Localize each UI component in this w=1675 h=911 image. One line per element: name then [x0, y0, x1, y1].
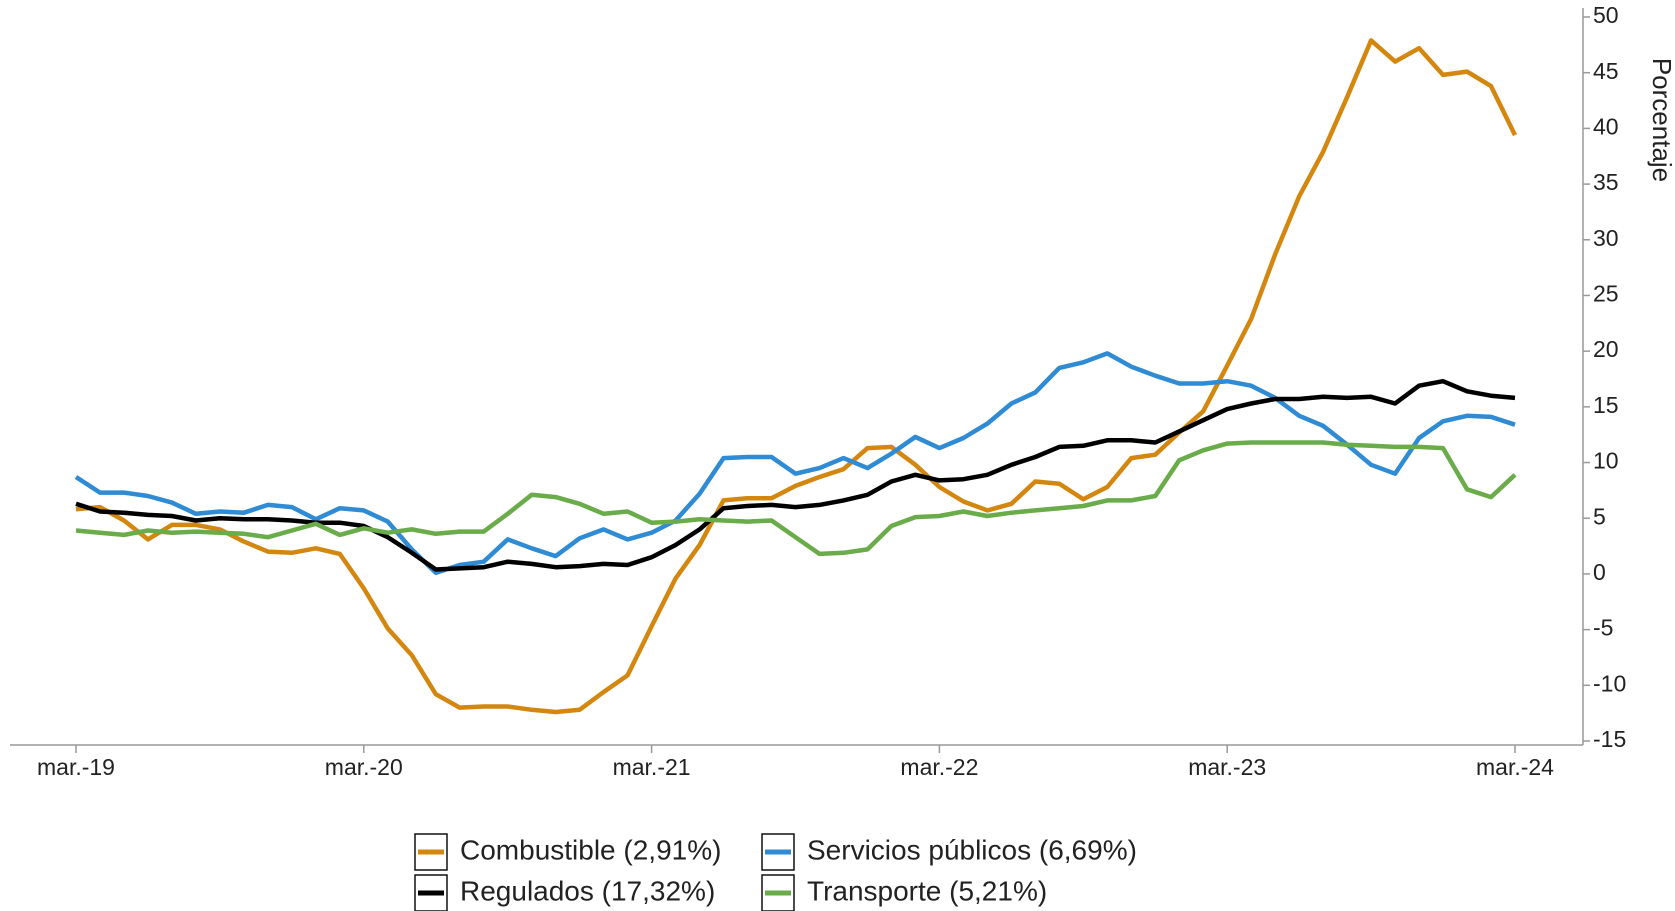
y-tick-label: 0: [1593, 559, 1606, 585]
y-tick-label: 40: [1593, 113, 1619, 139]
x-tick-label: mar.-20: [325, 754, 403, 780]
x-tick-label: mar.-23: [1188, 754, 1266, 780]
y-tick-label: -10: [1593, 670, 1626, 696]
legend-box: [761, 833, 795, 871]
y-axis-label: Porcentaje: [1647, 58, 1675, 182]
y-tick-label: 45: [1593, 58, 1619, 84]
line-series: [75, 38, 1518, 715]
x-tick-label: mar.-22: [900, 754, 978, 780]
legend-box: [414, 874, 448, 911]
legend-box: [414, 833, 448, 871]
y-tick-label: 35: [1593, 169, 1619, 195]
y-tick-label: 25: [1593, 281, 1619, 307]
legend-label: Transporte (5,21%): [807, 875, 1047, 906]
y-tick-label: 5: [1593, 503, 1606, 529]
y-tick-label: 50: [1593, 2, 1619, 28]
y-tick-label: -15: [1593, 726, 1626, 752]
x-tick-label: mar.-19: [37, 754, 115, 780]
x-tick-label: mar.-21: [613, 754, 691, 780]
legend-label: Servicios públicos (6,69%): [807, 834, 1137, 865]
x-tick-label: mar.-24: [1476, 754, 1554, 780]
legend-label: Regulados (17,32%): [460, 875, 715, 906]
line-series: [75, 440, 1517, 557]
y-tick-label: 20: [1593, 336, 1619, 362]
y-tick-label: 10: [1593, 448, 1619, 474]
legend-box: [761, 874, 795, 911]
legend-label: Combustible (2,91%): [460, 834, 721, 865]
y-tick-label: -5: [1593, 615, 1613, 641]
y-tick-label: 15: [1593, 392, 1619, 418]
y-tick-label: 30: [1593, 225, 1619, 251]
